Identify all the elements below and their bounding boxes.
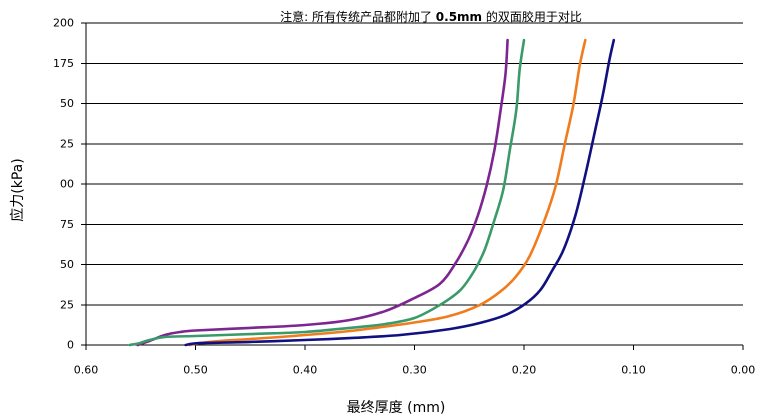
x-tick-label: 0.60	[74, 364, 99, 377]
x-tick-label: 0.30	[402, 364, 427, 377]
title-text-before: 注意: 所有传统产品都附加了	[280, 9, 436, 24]
gridlines	[86, 22, 743, 306]
title-text-after: 的双面胶用于对比	[482, 9, 582, 24]
x-tick-label: 0.20	[512, 364, 537, 377]
y-tick-label: 175	[53, 57, 74, 70]
series-line-4	[184, 38, 616, 347]
y-tick-label: 50	[60, 97, 74, 110]
y-tick-label: 75	[60, 218, 74, 231]
series-line-3	[188, 38, 587, 347]
chart-title: 注意: 所有传统产品都附加了 0.5mm 的双面胶用于对比	[280, 9, 582, 24]
x-axis-label: 最终厚度 (mm)	[347, 400, 446, 416]
y-axis-label: 应力(kPa)	[9, 158, 26, 221]
x-tick-label: 0.00	[731, 364, 756, 377]
series-lines	[128, 38, 616, 347]
x-tick-label: 0.40	[293, 364, 318, 377]
y-axis-ticks: 0 25 50 75 00 25 50 175 200	[53, 17, 86, 352]
x-tick-label: 0.10	[621, 364, 646, 377]
y-tick-label: 25	[60, 298, 74, 311]
x-axis-ticks: 0.60 0.50 0.40 0.30 0.20 0.10 0.00	[74, 345, 756, 377]
series-line-1	[136, 38, 509, 347]
title-text-bold: 0.5mm	[436, 10, 482, 24]
x-tick-label: 0.50	[183, 364, 208, 377]
y-tick-label: 25	[60, 137, 74, 150]
y-tick-label: 0	[67, 339, 74, 352]
y-tick-label: 50	[60, 258, 74, 271]
series-line-2	[128, 38, 526, 347]
y-tick-label: 00	[60, 178, 74, 191]
y-tick-label: 200	[53, 17, 74, 30]
